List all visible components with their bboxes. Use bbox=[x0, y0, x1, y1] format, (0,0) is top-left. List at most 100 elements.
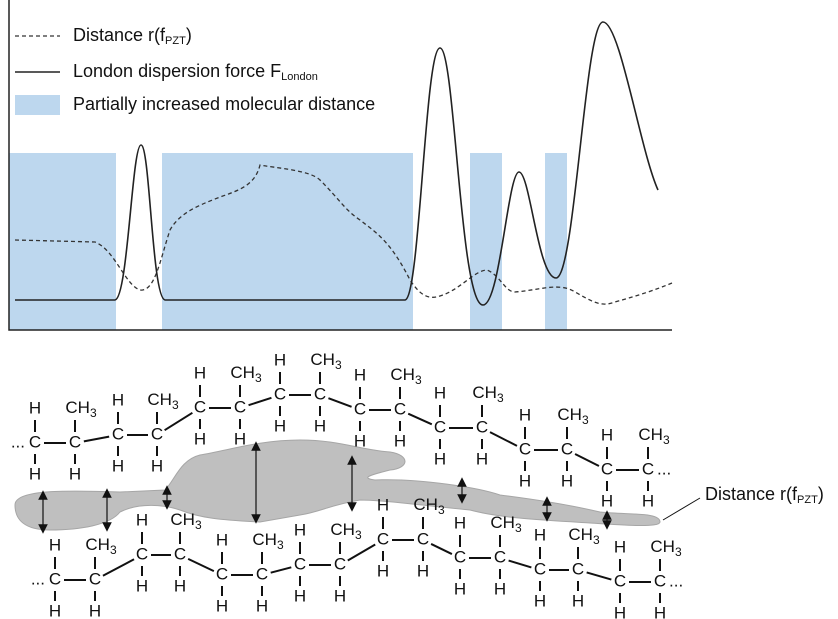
substituent: H bbox=[354, 431, 366, 450]
substituent: H bbox=[434, 383, 446, 402]
text-part: ) bbox=[186, 25, 192, 45]
substituent: H bbox=[216, 530, 228, 549]
carbon: C bbox=[642, 459, 654, 478]
band bbox=[470, 153, 502, 330]
substituent: H bbox=[334, 586, 346, 605]
substituent: H bbox=[174, 576, 186, 595]
substituent: H bbox=[601, 425, 613, 444]
carbon: C bbox=[69, 432, 81, 451]
carbon: C bbox=[49, 569, 61, 588]
substituent: H bbox=[314, 416, 326, 435]
text-part: ) bbox=[818, 484, 824, 504]
text-part: Partially increased molecular distance bbox=[73, 94, 375, 114]
legend-label: Distance r(fPZT) bbox=[73, 25, 192, 47]
carbon: C bbox=[434, 417, 446, 436]
substituent: CH3 bbox=[330, 520, 362, 542]
carbon: C bbox=[394, 399, 406, 418]
carbon: C bbox=[334, 554, 346, 573]
substituent: H bbox=[294, 520, 306, 539]
distance-arrows bbox=[38, 441, 612, 534]
carbon: C bbox=[354, 399, 366, 418]
substituent: CH3 bbox=[85, 535, 117, 557]
substituent: H bbox=[112, 390, 124, 409]
substituent: H bbox=[614, 537, 626, 556]
substituent: H bbox=[417, 561, 429, 580]
substituent: H bbox=[454, 513, 466, 532]
substituent: H bbox=[394, 431, 406, 450]
substituent: CH3 bbox=[252, 530, 284, 552]
london-curve bbox=[15, 21, 659, 306]
substituent: H bbox=[572, 591, 584, 610]
bond bbox=[164, 411, 193, 432]
substituent: H bbox=[112, 456, 124, 475]
carbon: C bbox=[534, 559, 546, 578]
carbon: C bbox=[136, 544, 148, 563]
chain-end: ... bbox=[657, 459, 671, 478]
substituent: CH3 bbox=[557, 405, 589, 427]
carbon: C bbox=[112, 424, 124, 443]
substituent: H bbox=[69, 464, 81, 483]
band bbox=[9, 153, 116, 330]
substituent: CH3 bbox=[568, 525, 600, 547]
carbon: C bbox=[519, 439, 531, 458]
substituent: H bbox=[89, 601, 101, 619]
carbon: C bbox=[494, 547, 506, 566]
distance-curve bbox=[14, 164, 673, 305]
subscript: PZT bbox=[165, 35, 186, 47]
carbon: C bbox=[614, 571, 626, 590]
substituent: H bbox=[614, 603, 626, 619]
bond bbox=[270, 566, 292, 574]
substituent: H bbox=[519, 405, 531, 424]
substituent: H bbox=[151, 456, 163, 475]
carbon: C bbox=[194, 397, 206, 416]
bond bbox=[328, 397, 352, 408]
carbon: C bbox=[572, 559, 584, 578]
substituent: H bbox=[136, 510, 148, 529]
substituent: H bbox=[136, 576, 148, 595]
carbon: C bbox=[377, 529, 389, 548]
carbon: C bbox=[89, 569, 101, 588]
substituent: CH3 bbox=[230, 363, 262, 385]
text-part: London dispersion force F bbox=[73, 61, 281, 81]
substituent: H bbox=[519, 471, 531, 490]
substituent: CH3 bbox=[147, 390, 179, 412]
bond bbox=[347, 543, 376, 562]
substituent: H bbox=[642, 491, 654, 510]
substituent: H bbox=[454, 579, 466, 598]
substituent: H bbox=[29, 464, 41, 483]
callout-label: Distance r(fPZT) bbox=[705, 484, 824, 506]
legend-label: London dispersion force FLondon bbox=[73, 61, 318, 83]
substituent: CH3 bbox=[490, 513, 522, 535]
substituent: CH3 bbox=[413, 495, 445, 517]
substituent: H bbox=[654, 603, 666, 619]
substituent: H bbox=[494, 579, 506, 598]
axes bbox=[8, 0, 672, 331]
substituent: H bbox=[377, 495, 389, 514]
substituent: CH3 bbox=[170, 510, 202, 532]
substituent: CH3 bbox=[650, 537, 682, 559]
substituent: H bbox=[274, 416, 286, 435]
text-part: Distance r(f bbox=[73, 25, 166, 45]
bond bbox=[187, 557, 215, 573]
band bbox=[162, 153, 413, 330]
carbon: C bbox=[151, 424, 163, 443]
chain-end: ... bbox=[669, 571, 683, 590]
bond bbox=[508, 559, 532, 569]
bond bbox=[102, 558, 135, 577]
carbon: C bbox=[274, 384, 286, 403]
substituent: CH3 bbox=[310, 350, 342, 372]
bond bbox=[83, 435, 110, 443]
substituent: H bbox=[434, 449, 446, 468]
substituent: H bbox=[194, 363, 206, 382]
substituent: CH3 bbox=[472, 383, 504, 405]
substituent: H bbox=[354, 365, 366, 384]
bond bbox=[248, 396, 272, 407]
callout-line bbox=[662, 497, 701, 521]
substituent: CH3 bbox=[65, 398, 97, 420]
carbon: C bbox=[654, 571, 666, 590]
substituent: H bbox=[29, 398, 41, 417]
carbon: C bbox=[601, 459, 613, 478]
legend-label: Partially increased molecular distance bbox=[73, 94, 375, 114]
gap-region bbox=[14, 439, 661, 531]
